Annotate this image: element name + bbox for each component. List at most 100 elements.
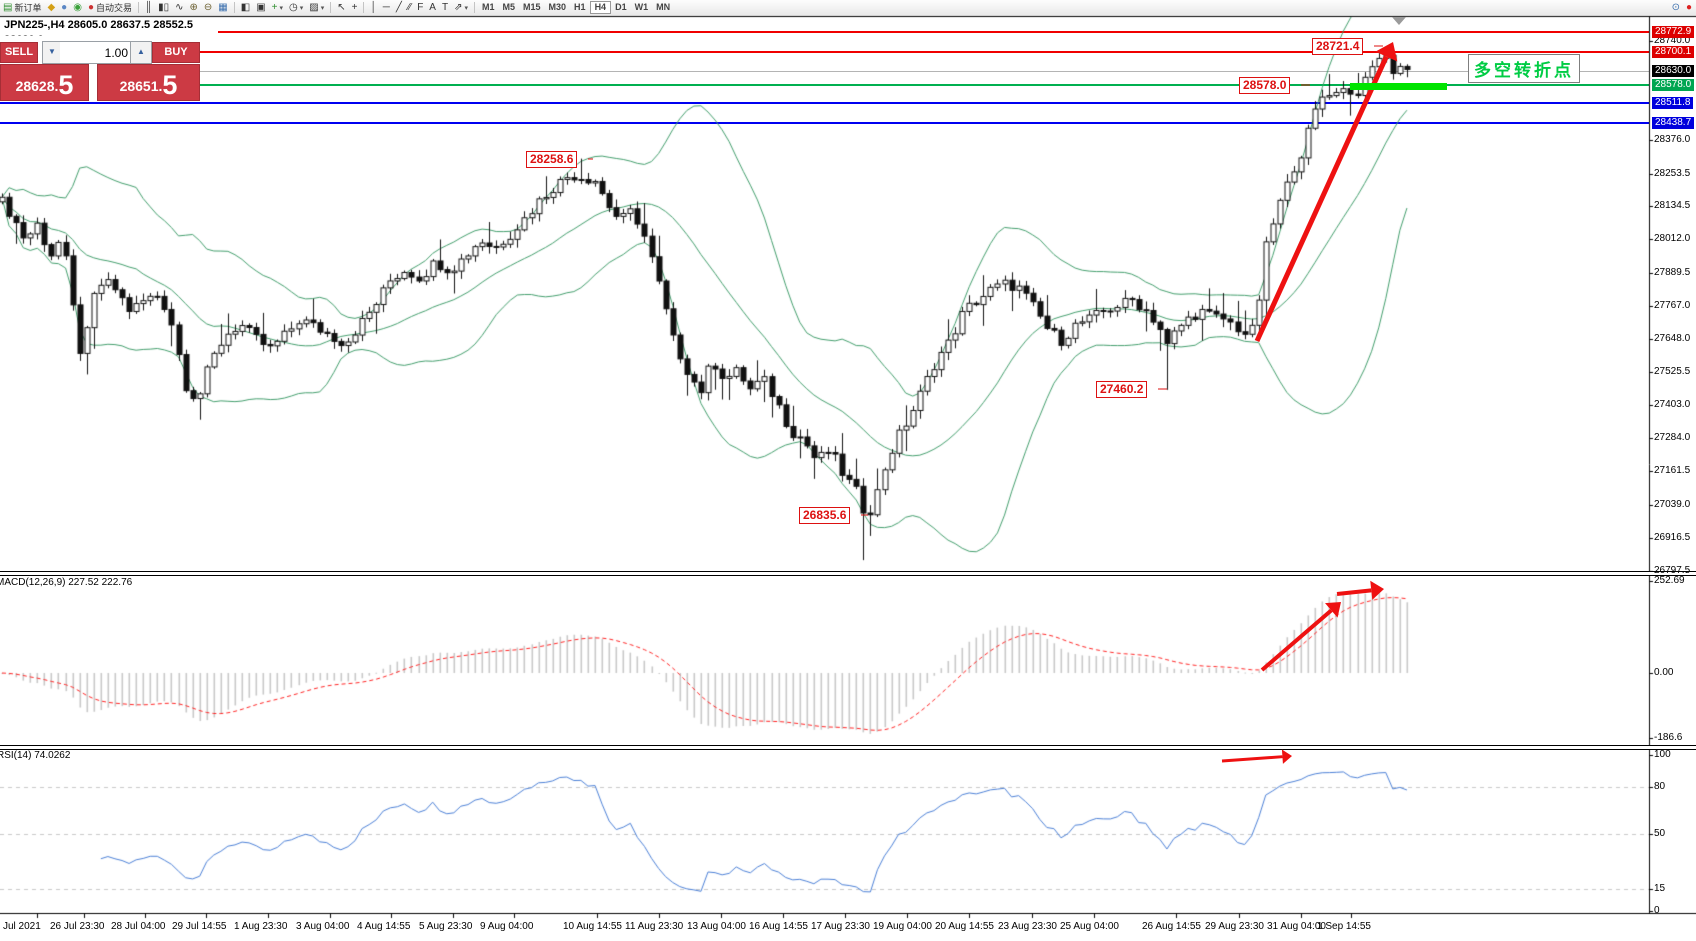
price-tick-label: 27284.0 bbox=[1654, 432, 1691, 443]
time-tick-label: 20 Aug 14:55 bbox=[935, 921, 994, 932]
autotrading-button-label: 自动交易 bbox=[96, 3, 133, 13]
profile-window-icon[interactable]: ▣ bbox=[253, 1, 268, 14]
trendline-icon-glyph: ╱ bbox=[395, 2, 402, 13]
crosshair-icon-glyph: + bbox=[351, 2, 358, 13]
price-annotation-28578-0[interactable]: 28578.0 bbox=[1239, 77, 1291, 94]
time-tick-label: 5 Aug 23:30 bbox=[419, 921, 473, 932]
time-tick-label: 26 Aug 14:55 bbox=[1142, 921, 1201, 932]
rsi-pane-splitter[interactable] bbox=[0, 745, 1696, 750]
label-icon[interactable]: T bbox=[439, 1, 451, 14]
notification-icon[interactable]: ● bbox=[1685, 2, 1692, 13]
price-annotation-26835-6[interactable]: 26835.6 bbox=[799, 507, 851, 524]
channel-icon-glyph: ⁄⁄ bbox=[407, 2, 412, 13]
timeframe-w1[interactable]: W1 bbox=[634, 2, 649, 12]
time-tick-label: 1 Aug 23:30 bbox=[234, 921, 288, 932]
price-tick-label: 28740.0 bbox=[1654, 35, 1691, 46]
time-tick-label: 31 Aug 04:00 bbox=[1267, 921, 1326, 932]
template-button[interactable]: ▨ ▾ bbox=[306, 1, 327, 14]
turning-point-bar[interactable] bbox=[1350, 83, 1447, 90]
channel-icon[interactable]: ⁄⁄ bbox=[405, 1, 414, 14]
price-annotation-28258-6[interactable]: 28258.6 bbox=[526, 151, 578, 168]
timeframe-m15[interactable]: M15 bbox=[523, 2, 541, 12]
price-tick-label: 27161.5 bbox=[1654, 465, 1691, 476]
period-clock-button[interactable]: ◷ ▾ bbox=[286, 1, 306, 14]
price-tick-label: 27767.0 bbox=[1654, 300, 1691, 311]
price-line-badge: 28630.0 bbox=[1652, 65, 1695, 77]
gold-icon[interactable]: ◆ bbox=[44, 1, 58, 14]
chart-shift-marker[interactable] bbox=[1392, 17, 1406, 25]
tile-windows-icon[interactable]: ▦ bbox=[215, 1, 230, 14]
fibonacci-icon-glyph: F bbox=[417, 2, 424, 13]
new-chart-icon-glyph: ◧ bbox=[240, 2, 251, 13]
timeframe-m5[interactable]: M5 bbox=[502, 2, 516, 12]
candlestick-chart-icon[interactable]: ▮▯ bbox=[155, 1, 172, 14]
buy-price-big: 5 bbox=[162, 70, 178, 100]
price-tick-label: 28376.0 bbox=[1654, 134, 1691, 145]
sell-button[interactable]: SELL bbox=[0, 42, 38, 63]
bar-chart-icon[interactable]: ║ bbox=[142, 1, 155, 14]
price-tick-label: 27039.0 bbox=[1654, 499, 1691, 510]
text-icon[interactable]: A bbox=[426, 1, 439, 14]
macd-pane-splitter[interactable] bbox=[0, 571, 1696, 576]
price-annotation-27460-2[interactable]: 27460.2 bbox=[1096, 381, 1148, 398]
zoom-in-icon[interactable]: ⊕ bbox=[187, 1, 201, 14]
zoom-out-icon[interactable]: ⊖ bbox=[201, 1, 215, 14]
indicator-tick-label: 252.69 bbox=[1654, 575, 1685, 586]
search-icon[interactable]: ⊙ bbox=[1671, 2, 1680, 13]
line-chart-icon-glyph: ∿ bbox=[175, 2, 184, 13]
volume-up-button[interactable]: ▲ bbox=[130, 41, 152, 64]
new-chart-icon[interactable]: ◧ bbox=[238, 1, 253, 14]
vertical-line-icon-glyph: │ bbox=[370, 2, 377, 13]
time-tick-label: 26 Jul 23:30 bbox=[50, 921, 105, 932]
toolbar-separator bbox=[330, 2, 332, 13]
zoom-out-icon-glyph: ⊖ bbox=[203, 2, 213, 13]
add-indicator-glyph: + bbox=[271, 2, 278, 13]
timeframe-mn[interactable]: MN bbox=[656, 2, 671, 12]
volume-input[interactable] bbox=[60, 41, 131, 64]
indicator-tick-label: 0.00 bbox=[1654, 667, 1674, 678]
sell-price-tile[interactable]: 28628. 5 bbox=[0, 64, 89, 101]
indicator-tick-label: 15 bbox=[1654, 883, 1666, 894]
time-tick-label: 11 Aug 23:30 bbox=[625, 921, 684, 932]
dropdown-caret-icon: ▾ bbox=[299, 4, 304, 12]
volume-down-button[interactable]: ▼ bbox=[42, 41, 62, 64]
time-tick-label: 29 Jul 14:55 bbox=[172, 921, 227, 932]
toolbar-separator bbox=[233, 2, 235, 13]
indicator-tick-label: 0 bbox=[1654, 905, 1660, 916]
annotation-note[interactable]: 多空转折点 bbox=[1468, 54, 1580, 83]
timeframe-m1[interactable]: M1 bbox=[481, 2, 495, 12]
vertical-line-icon[interactable]: │ bbox=[367, 1, 379, 14]
arrows-button[interactable]: ⇗ ▾ bbox=[451, 1, 471, 14]
horizontal-line-icon[interactable]: ─ bbox=[380, 1, 393, 14]
time-tick-label: Jul 2021 bbox=[3, 921, 41, 932]
buy-price-tile[interactable]: 28651. 5 bbox=[97, 64, 200, 101]
community-icon[interactable]: ● bbox=[58, 1, 70, 14]
price-line-badge: 28511.8 bbox=[1652, 97, 1694, 109]
crosshair-icon[interactable]: + bbox=[349, 1, 361, 14]
price-annotation-28721-4[interactable]: 28721.4 bbox=[1312, 38, 1364, 55]
add-indicator-button[interactable]: + ▾ bbox=[269, 1, 286, 14]
price-line-badge: 28700.1 bbox=[1652, 46, 1695, 58]
fibonacci-icon[interactable]: F bbox=[414, 1, 426, 14]
cursor-icon[interactable]: ↖ bbox=[334, 1, 348, 14]
signal-icon[interactable]: ◉ bbox=[70, 1, 85, 14]
autotrading-button[interactable]: ● 自动交易 bbox=[85, 1, 135, 14]
new-order-button[interactable]: ▤ 新订单 bbox=[0, 1, 44, 14]
autotrading-glyph: ● bbox=[87, 2, 94, 13]
buy-button[interactable]: BUY bbox=[152, 42, 200, 63]
line-chart-icon[interactable]: ∿ bbox=[172, 1, 186, 14]
time-tick-label: 17 Aug 23:30 bbox=[811, 921, 870, 932]
timeframe-h4[interactable]: H4 bbox=[589, 1, 612, 14]
rsi-label: RSI(14) 74.0262 bbox=[0, 750, 71, 761]
arrows-glyph: ⇗ bbox=[454, 2, 463, 13]
bar-chart-icon-glyph: ║ bbox=[145, 2, 153, 13]
toolbar-right-icons: ⊙ ● bbox=[1672, 2, 1696, 13]
dropdown-caret-icon: ▾ bbox=[279, 4, 284, 12]
timeframe-d1[interactable]: D1 bbox=[615, 2, 627, 12]
text-icon-glyph: A bbox=[429, 2, 436, 13]
label-icon-glyph: T bbox=[441, 2, 449, 13]
timeframe-h1[interactable]: H1 bbox=[574, 2, 586, 12]
timeframe-m30[interactable]: M30 bbox=[548, 2, 567, 12]
trendline-icon[interactable]: ╱ bbox=[393, 1, 405, 14]
